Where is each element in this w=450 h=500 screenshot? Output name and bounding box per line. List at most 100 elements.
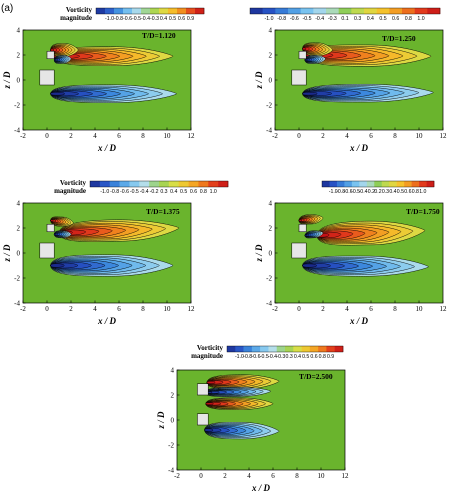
colorbar-swatch bbox=[376, 8, 390, 14]
colorbar-tick-label: -0.6 bbox=[290, 16, 299, 22]
contour-level bbox=[302, 47, 307, 51]
colorbar-swatch bbox=[334, 346, 344, 352]
y-axis-label: z / D bbox=[254, 71, 264, 90]
colorbar-tick-label: -1.0 bbox=[100, 189, 109, 195]
colorbar-tick-label: -0.5 bbox=[351, 189, 360, 195]
y-tick-label: -4 bbox=[14, 300, 20, 308]
colorbar-swatch bbox=[123, 8, 133, 14]
colorbar-swatch bbox=[260, 346, 269, 352]
time-label: T/D=1.750 bbox=[406, 207, 440, 216]
y-tick-label: 4 bbox=[269, 27, 273, 35]
colorbar: -1.0 -0.8 -0.6 -0.5 -0.4 -0.3 0.1 0.3 0.4 0.5 0.6 0… bbox=[249, 7, 441, 22]
contour-lower-wake bbox=[302, 255, 429, 277]
colorbar-tick-label: -0.8 bbox=[336, 189, 345, 195]
y-tick-label: 0 bbox=[269, 250, 273, 258]
contour-upper-negative-band bbox=[204, 386, 271, 397]
x-tick-label: 10 bbox=[164, 132, 172, 140]
vorticity-field bbox=[291, 42, 434, 103]
x-tick-label: -2 bbox=[174, 472, 180, 480]
colorbar-swatch bbox=[396, 181, 405, 187]
colorbar-tick-label: 0.3 bbox=[354, 16, 361, 22]
colorbar-tick-label: 0.4 bbox=[389, 189, 396, 195]
y-tick-label: 2 bbox=[171, 392, 175, 400]
colorbar-tick-label: -0.3 bbox=[150, 16, 159, 22]
x-tick-label: 4 bbox=[247, 472, 251, 480]
colorbar-swatch bbox=[149, 181, 160, 187]
y-tick-label: 0 bbox=[171, 417, 175, 425]
vorticity-field bbox=[39, 43, 177, 103]
contour-upper-negative-vortex bbox=[304, 54, 326, 64]
x-tick-label: 2 bbox=[223, 472, 227, 480]
colorbar-frame bbox=[321, 180, 435, 188]
colorbar-tick-label: 1.0 bbox=[417, 16, 424, 22]
colorbar: -1.0-0.8-0.6-0.5-0.4-0.2 0.2 0.3 0.4 0.5 0.6 0… bbox=[321, 180, 435, 195]
bluff-body bbox=[46, 51, 55, 59]
contour-lower-wake bbox=[204, 422, 280, 440]
colorbar-swatch bbox=[168, 8, 178, 14]
colorbar-tick-label: 0.4 bbox=[367, 16, 374, 22]
colorbar-swatch bbox=[351, 8, 365, 14]
x-tick-label: 10 bbox=[318, 472, 326, 480]
y-tick-label: 2 bbox=[17, 52, 21, 60]
y-tick-label: 0 bbox=[17, 250, 21, 258]
x-tick-label: 10 bbox=[416, 132, 424, 140]
colorbar-swatch bbox=[300, 8, 314, 14]
colorbar-swatch bbox=[326, 346, 336, 352]
y-tick-label: -2 bbox=[266, 275, 272, 283]
y-tick-label: 2 bbox=[17, 225, 21, 233]
x-tick-label: 4 bbox=[345, 132, 349, 140]
colorbar-swatch bbox=[250, 8, 263, 14]
bluff-body bbox=[39, 242, 55, 259]
colorbar-tick-label: 1.0 bbox=[419, 189, 426, 195]
colorbar-tick-label: 0.2 bbox=[374, 189, 381, 195]
colorbar-swatch bbox=[329, 181, 338, 187]
vorticity-field bbox=[39, 216, 180, 277]
contour-level bbox=[205, 402, 214, 405]
colorbar-tick-label: -0.5 bbox=[303, 16, 312, 22]
figure-label: (a) bbox=[1, 3, 13, 14]
colorbar-tick-label: 0.8 bbox=[319, 354, 326, 360]
colorbar-swatch bbox=[168, 181, 180, 187]
x-tick-label: 12 bbox=[342, 472, 350, 480]
colorbar-swatch bbox=[288, 8, 301, 14]
colorbar-tick-label: 0.5 bbox=[379, 16, 386, 22]
contour-level bbox=[50, 92, 65, 96]
colorbar-tick-label: -1.0 bbox=[329, 189, 338, 195]
x-tick-label: 12 bbox=[440, 132, 448, 140]
y-tick-label: 4 bbox=[171, 367, 175, 375]
y-tick-label: 2 bbox=[269, 52, 273, 60]
contour-level bbox=[206, 381, 216, 384]
colorbar-tick-label: -0.4 bbox=[268, 354, 277, 360]
colorbar-title: magnitude bbox=[191, 352, 223, 360]
colorbar-swatch bbox=[119, 181, 130, 187]
colorbar-swatch bbox=[268, 346, 278, 352]
x-tick-label: 6 bbox=[117, 132, 121, 140]
colorbar-tick-label: -0.3 bbox=[276, 354, 285, 360]
bluff-body bbox=[298, 224, 307, 232]
colorbar-swatch bbox=[276, 346, 286, 352]
x-tick-label: -2 bbox=[272, 132, 278, 140]
x-axis-label: x / D bbox=[349, 316, 369, 326]
colorbar-frame bbox=[89, 180, 229, 188]
colorbar-swatch bbox=[129, 181, 140, 187]
colorbar-swatch bbox=[208, 181, 219, 187]
colorbar-swatch bbox=[389, 8, 403, 14]
x-tick-label: 0 bbox=[45, 305, 49, 313]
y-tick-label: 4 bbox=[17, 200, 21, 208]
x-tick-label: 6 bbox=[369, 305, 373, 313]
colorbar-swatch bbox=[90, 181, 101, 187]
contour-upper-wake bbox=[58, 219, 180, 242]
x-tick-label: 0 bbox=[297, 305, 301, 313]
colorbar-swatch bbox=[141, 8, 151, 14]
vorticity-field bbox=[197, 374, 280, 440]
colorbar-tick-label: -0.8 bbox=[243, 354, 252, 360]
time-label: T/D=2.500 bbox=[299, 372, 333, 381]
time-label: T/D=1.120 bbox=[142, 31, 176, 40]
contour-lower-wake bbox=[50, 254, 174, 277]
y-tick-label: 0 bbox=[269, 77, 273, 85]
colorbar-swatch bbox=[227, 346, 236, 352]
colorbar-tick-label: 0.5 bbox=[169, 16, 176, 22]
x-tick-label: 10 bbox=[164, 305, 172, 313]
colorbar-tick-label: -0.4 bbox=[140, 189, 149, 195]
colorbar-tick-label: 0.8 bbox=[412, 189, 419, 195]
